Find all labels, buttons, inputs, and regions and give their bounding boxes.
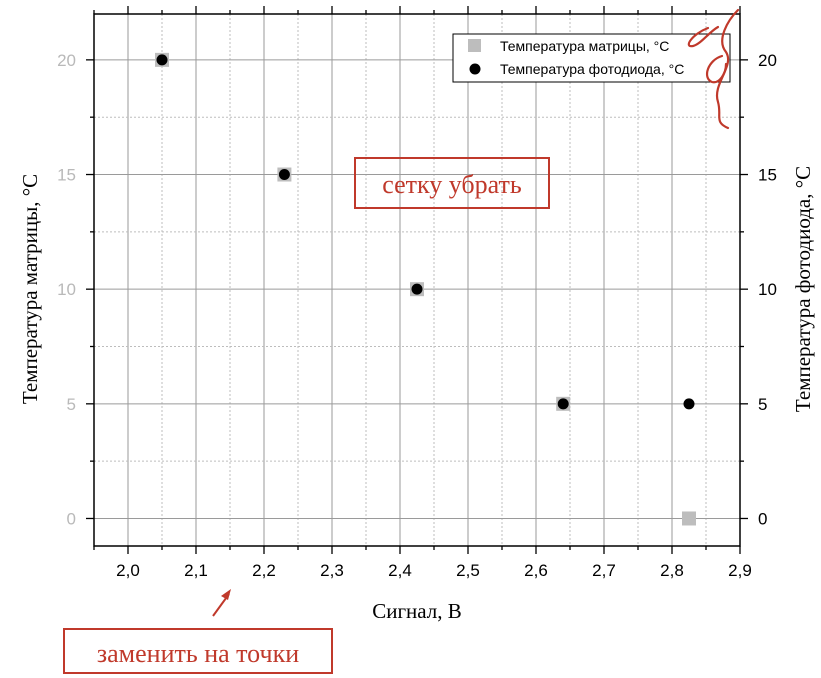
x-tick-label: 2,1	[184, 561, 208, 580]
x-tick-label: 2,9	[728, 561, 752, 580]
x-tick-label: 2,7	[592, 561, 616, 580]
y-tick-label-right: 5	[758, 395, 767, 414]
point-photodiode	[278, 169, 290, 181]
legend-label-photodiode: Температура фотодиода, °C	[500, 61, 684, 77]
annotation-arrow-head	[221, 589, 231, 600]
y-tick-label-left: 10	[57, 280, 76, 299]
legend-label-matrix: Температура матрицы, °C	[500, 38, 669, 54]
y-tick-label-left: 20	[57, 51, 76, 70]
point-photodiode	[411, 283, 423, 295]
y-tick-label-left: 0	[67, 509, 76, 528]
annotation-text-replace-points: заменить на точки	[97, 639, 299, 668]
handwritten-marks	[687, 8, 740, 130]
x-axis-title: Сигнал, В	[372, 599, 462, 623]
x-tick-label: 2,3	[320, 561, 344, 580]
handwritten-circle-mark-1	[687, 25, 720, 48]
y-axis-title-right: Температура фотодиода, °C	[791, 166, 815, 412]
y-axis-title-left: Температура матрицы, °C	[18, 174, 42, 404]
point-photodiode	[156, 54, 168, 66]
data-points	[155, 52, 696, 526]
axis-ticks	[86, 6, 748, 554]
annotation-remove-grid: сетку убрать	[354, 157, 550, 209]
y-tick-label-right: 10	[758, 280, 777, 299]
grid-lines	[94, 14, 741, 546]
annotation-box-remove-grid	[354, 157, 550, 209]
point-photodiode	[683, 398, 695, 410]
tick-labels: 2,0 2,1 2,2 2,3 2,4 2,5 2,6 2,7 2,8 2,9 0 5 10 15 20 0 5…	[57, 51, 777, 580]
legend-marker-matrix	[468, 39, 481, 52]
annotation-replace-points: заменить на точки	[63, 589, 333, 674]
y-tick-label-right: 20	[758, 51, 777, 70]
annotation-text-remove-grid: сетку убрать	[382, 170, 522, 199]
point-photodiode	[557, 398, 569, 410]
x-tick-label: 2,0	[116, 561, 140, 580]
legend-marker-photodiode	[469, 63, 481, 75]
x-tick-label: 2,6	[524, 561, 548, 580]
y-tick-label-left: 15	[57, 166, 76, 185]
legend: Температура матрицы, °C Температура фото…	[452, 33, 731, 83]
x-tick-label: 2,5	[456, 561, 480, 580]
annotation-box-replace-points	[63, 628, 333, 674]
y-tick-label-right: 0	[758, 509, 767, 528]
y-tick-label-right: 15	[758, 166, 777, 185]
plot-frame	[93, 13, 741, 547]
legend-box	[452, 33, 731, 83]
plot-border	[93, 13, 741, 547]
x-tick-label: 2,8	[660, 561, 684, 580]
y-tick-label-left: 5	[67, 395, 76, 414]
handwritten-stroke	[715, 8, 740, 130]
point-matrix	[682, 511, 696, 526]
x-tick-label: 2,4	[388, 561, 412, 580]
x-tick-label: 2,2	[252, 561, 276, 580]
